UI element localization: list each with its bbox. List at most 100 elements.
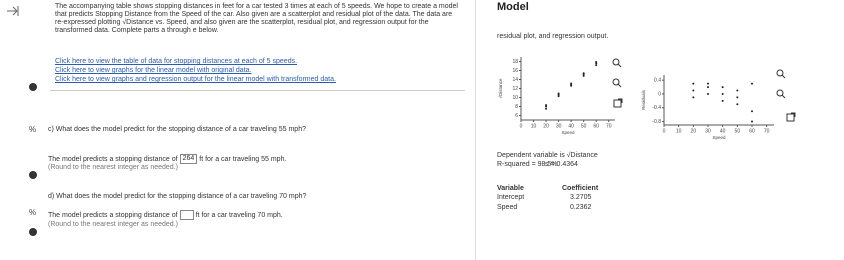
point bbox=[721, 86, 724, 89]
zoom-icon[interactable] bbox=[612, 58, 622, 68]
answer-box[interactable]: 264 bbox=[179, 154, 198, 164]
cell: 0.2362 bbox=[570, 204, 592, 211]
link[interactable]: Click here to view graphs for the linear… bbox=[55, 67, 252, 74]
status-icon bbox=[29, 83, 37, 91]
text: The model predicts a stopping distance o… bbox=[48, 155, 178, 163]
x-tick-label: 50 bbox=[581, 123, 587, 129]
x-tick-label: 10 bbox=[531, 123, 537, 129]
point bbox=[707, 86, 709, 89]
text: ft for a car traveling 55 mph. bbox=[199, 155, 287, 163]
arrow-icon bbox=[7, 6, 19, 16]
text: ft for a car traveling 70 mph. bbox=[195, 211, 283, 219]
svg-text:%: % bbox=[29, 208, 36, 217]
y-axis-label: √Distance bbox=[498, 78, 503, 98]
point bbox=[692, 82, 695, 85]
open-icon[interactable] bbox=[786, 112, 796, 122]
panel-title: Model bbox=[497, 1, 529, 13]
cell: Intercept bbox=[497, 194, 525, 201]
point bbox=[595, 64, 598, 67]
x-tick-label: 70 bbox=[764, 128, 770, 134]
point bbox=[582, 72, 585, 75]
y-tick-label: 18 bbox=[512, 59, 518, 65]
x-tick-label: 70 bbox=[606, 123, 612, 129]
x-tick-label: 20 bbox=[543, 123, 549, 129]
scatterplot: 0 10 20 30 40 50 60 70 6 8 10 12 14 16 18 Speed √Distanc… bbox=[498, 57, 615, 135]
open-icon[interactable] bbox=[613, 98, 623, 108]
x-tick-label: 60 bbox=[749, 128, 755, 134]
y-axis-label: Residuals bbox=[641, 89, 646, 110]
point bbox=[736, 89, 739, 92]
zoom-icon[interactable] bbox=[612, 78, 622, 88]
x-tick-label: 30 bbox=[556, 123, 562, 129]
partial-icon: % bbox=[29, 208, 36, 217]
status-icon bbox=[29, 228, 37, 236]
point bbox=[751, 120, 753, 123]
partial-icon: % bbox=[29, 125, 36, 134]
question: c) What does the model predict for the s… bbox=[48, 126, 306, 133]
x-axis-label: Speed bbox=[712, 135, 726, 140]
y-tick-label: 0.4 bbox=[654, 78, 661, 84]
x-tick-label: 60 bbox=[593, 123, 599, 129]
point bbox=[736, 96, 739, 99]
x-tick-label: 20 bbox=[691, 128, 697, 134]
cell: Speed bbox=[497, 204, 518, 211]
point bbox=[692, 89, 695, 92]
point bbox=[751, 82, 753, 85]
y-tick-label: -0.4 bbox=[652, 105, 661, 111]
panel-subtitle: residual plot, and regression output. bbox=[497, 33, 609, 40]
divider bbox=[50, 90, 465, 91]
x-tick-label: 0 bbox=[520, 123, 523, 129]
svg-text:%: % bbox=[29, 125, 36, 134]
y-tick-label: 8 bbox=[515, 104, 518, 110]
answer-line: The model predicts a stopping distance o… bbox=[48, 154, 286, 164]
y-tick-label: 16 bbox=[512, 68, 518, 74]
regression-dependent: Dependent variable is √Distance bbox=[497, 152, 598, 159]
y-tick-label: 14 bbox=[512, 77, 518, 83]
point bbox=[582, 74, 585, 77]
note: (Round to the nearest integer as needed.… bbox=[48, 221, 178, 228]
y-tick-label: -0.8 bbox=[652, 119, 661, 125]
link[interactable]: Click here to view graphs and regression… bbox=[55, 76, 336, 83]
point bbox=[557, 92, 560, 95]
panel-divider bbox=[475, 0, 476, 260]
link[interactable]: Click here to view the table of data for… bbox=[55, 58, 298, 65]
status-icon bbox=[29, 171, 37, 179]
point bbox=[692, 96, 695, 99]
x-tick-label: 40 bbox=[720, 128, 726, 134]
point bbox=[707, 92, 709, 95]
point bbox=[545, 107, 548, 110]
y-tick-label: 0 bbox=[658, 91, 661, 97]
point bbox=[751, 110, 753, 113]
x-tick-label: 40 bbox=[568, 123, 574, 129]
x-axis-label: Speed bbox=[561, 130, 575, 135]
col-header: Variable bbox=[497, 185, 524, 192]
point bbox=[721, 99, 724, 102]
intro: The accompanying table shows stopping di… bbox=[55, 3, 458, 34]
x-tick-label: 10 bbox=[676, 128, 682, 134]
cell: 3.2705 bbox=[570, 194, 592, 201]
note: (Round to the nearest integer as needed.… bbox=[48, 164, 178, 171]
answer-line: The model predicts a stopping distance o… bbox=[48, 210, 283, 220]
text: The model predicts a stopping distance o… bbox=[48, 211, 178, 219]
x-tick-label: 50 bbox=[735, 128, 741, 134]
y-tick-label: 6 bbox=[515, 113, 518, 119]
col-header: Coefficient bbox=[562, 185, 599, 192]
zoom-icon[interactable] bbox=[776, 69, 786, 79]
point bbox=[570, 82, 573, 85]
y-tick-label: 10 bbox=[512, 95, 518, 101]
question: d) What does the model predict for the s… bbox=[48, 193, 307, 200]
x-tick-label: 0 bbox=[663, 128, 666, 134]
y-tick-label: 12 bbox=[512, 86, 518, 92]
x-tick-label: 30 bbox=[705, 128, 711, 134]
answer-box[interactable] bbox=[179, 210, 194, 220]
point bbox=[736, 103, 739, 106]
point bbox=[545, 104, 548, 107]
residual-plot: 0 10 20 30 40 50 60 70 0.4 0 -0.4 -0.8 Speed Residual… bbox=[641, 75, 774, 140]
point bbox=[595, 60, 598, 63]
s-value: s = 0.4364 bbox=[545, 161, 578, 168]
r-squared: R-squared = 98.5% bbox=[497, 161, 558, 168]
point bbox=[721, 92, 724, 95]
point bbox=[707, 82, 709, 85]
zoom-icon[interactable] bbox=[776, 89, 786, 99]
